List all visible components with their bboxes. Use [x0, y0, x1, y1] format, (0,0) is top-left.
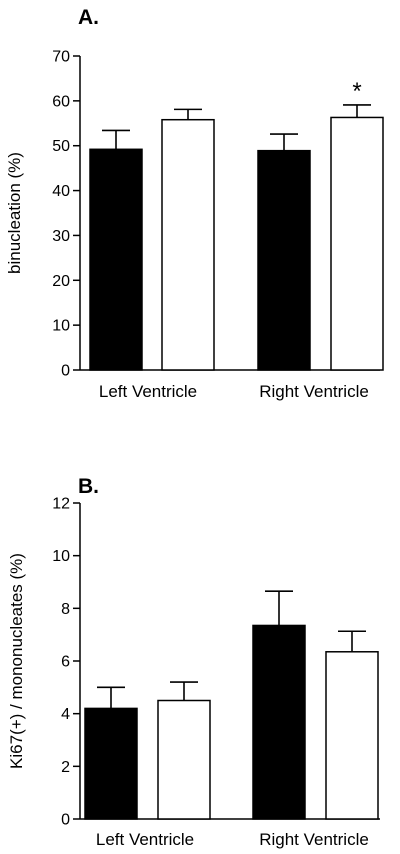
panel-label: B. — [78, 475, 99, 498]
y-tick-label: 70 — [52, 49, 70, 66]
y-tick-label: 0 — [61, 363, 70, 380]
y-tick-label: 2 — [61, 759, 70, 776]
category-label: Left Ventricle — [99, 382, 197, 401]
y-axis-title: binucleation (%) — [5, 152, 24, 274]
y-tick-label: 10 — [52, 548, 70, 565]
bar — [325, 651, 379, 820]
bar — [330, 116, 384, 371]
category-label: Right Ventricle — [259, 382, 369, 401]
bar — [252, 624, 306, 820]
panel-label: A. — [78, 6, 99, 29]
bar — [161, 118, 215, 371]
bar — [89, 148, 143, 371]
category-label: Left Ventricle — [96, 830, 194, 849]
bar — [157, 699, 211, 820]
category-label: Right Ventricle — [259, 830, 369, 849]
bar — [84, 707, 138, 820]
y-tick-label: 0 — [61, 812, 70, 829]
significance-asterisk: * — [352, 78, 361, 105]
y-tick-label: 50 — [52, 138, 70, 155]
y-tick-label: 12 — [52, 496, 70, 513]
y-tick-label: 30 — [52, 228, 70, 245]
y-tick-label: 6 — [61, 654, 70, 671]
y-tick-label: 60 — [52, 93, 70, 110]
y-tick-label: 4 — [61, 706, 70, 723]
y-tick-label: 20 — [52, 273, 70, 290]
y-tick-label: 40 — [52, 183, 70, 200]
y-tick-label: 10 — [52, 318, 70, 335]
bar — [257, 149, 311, 371]
y-axis-title: Ki67(+) / mononucleates (%) — [7, 553, 26, 769]
y-tick-label: 8 — [61, 601, 70, 618]
